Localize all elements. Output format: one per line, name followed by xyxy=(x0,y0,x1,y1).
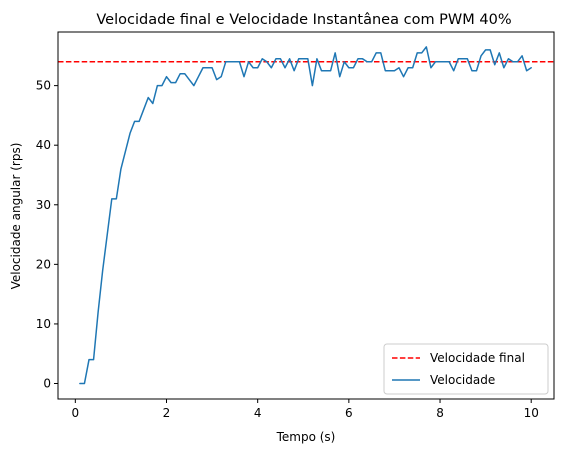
y-tick-label-30: 30 xyxy=(36,198,51,212)
y-tick-label-40: 40 xyxy=(36,138,51,152)
series-group xyxy=(80,47,531,384)
x-tick-label-4: 4 xyxy=(254,406,262,420)
legend: Velocidade final Velocidade xyxy=(384,344,548,394)
y-tick-label-20: 20 xyxy=(36,257,51,271)
x-tick-label-0: 0 xyxy=(72,406,80,420)
series-line-velocidade xyxy=(80,47,531,384)
x-tick-label-2: 2 xyxy=(163,406,171,420)
y-axis-label: Velocidade angular (rps) xyxy=(9,143,23,290)
y-tick-label-50: 50 xyxy=(36,79,51,93)
x-tick-label-8: 8 xyxy=(436,406,444,420)
legend-label-velocidade: Velocidade xyxy=(430,373,495,387)
x-tick-label-10: 10 xyxy=(524,406,539,420)
y-tick-label-10: 10 xyxy=(36,317,51,331)
legend-label-velocidade-final: Velocidade final xyxy=(430,351,525,365)
x-tick-label-6: 6 xyxy=(345,406,353,420)
x-axis-label: Tempo (s) xyxy=(276,430,336,444)
chart-title: Velocidade final e Velocidade Instantâne… xyxy=(96,12,511,28)
y-tick-label-0: 0 xyxy=(43,377,51,391)
